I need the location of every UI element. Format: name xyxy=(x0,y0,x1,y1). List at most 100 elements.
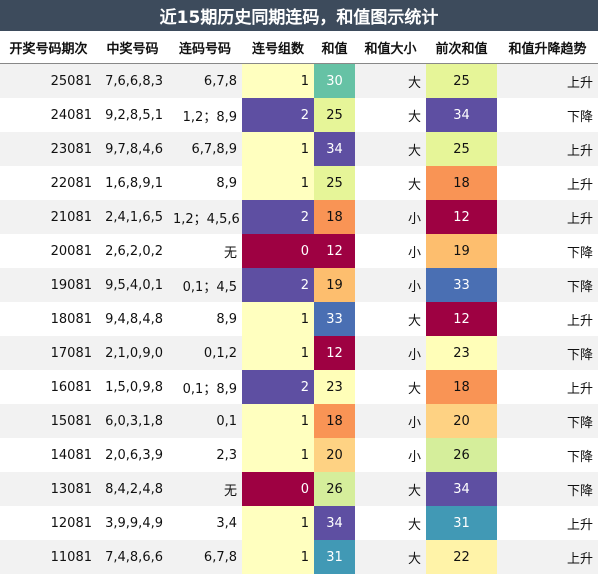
cell-sum-size: 小 xyxy=(355,404,426,438)
cell-group-count: 0 xyxy=(242,234,314,268)
cell-sum: 18 xyxy=(314,200,355,234)
cell-prev-sum: 12 xyxy=(426,302,497,336)
cell-prev-sum: 22 xyxy=(426,540,497,574)
cell-trend: 上升 xyxy=(497,63,598,98)
cell-prev-sum: 20 xyxy=(426,404,497,438)
cell-period: 12081 xyxy=(0,506,97,540)
cell-group-count: 2 xyxy=(242,370,314,404)
cell-consecutive: 0,1；8,9 xyxy=(168,370,242,404)
table-row: 16081 1,5,0,9,8 0,1；8,9 2 23 大 18 上升 xyxy=(0,370,598,404)
cell-sum: 34 xyxy=(314,506,355,540)
cell-sum-size: 小 xyxy=(355,200,426,234)
cell-trend: 上升 xyxy=(497,302,598,336)
cell-sum: 19 xyxy=(314,268,355,302)
cell-period: 20081 xyxy=(0,234,97,268)
cell-group-count: 1 xyxy=(242,438,314,472)
cell-numbers: 3,9,9,4,9 xyxy=(97,506,168,540)
table-row: 22081 1,6,8,9,1 8,9 1 25 大 18 上升 xyxy=(0,166,598,200)
cell-sum-size: 大 xyxy=(355,506,426,540)
cell-group-count: 1 xyxy=(242,506,314,540)
cell-trend: 下降 xyxy=(497,336,598,370)
cell-prev-sum: 18 xyxy=(426,370,497,404)
header-numbers: 中奖号码 xyxy=(97,31,168,64)
cell-sum-size: 小 xyxy=(355,234,426,268)
header-trend: 和值升降趋势 xyxy=(497,31,598,64)
cell-numbers: 2,1,0,9,0 xyxy=(97,336,168,370)
cell-numbers: 7,4,8,6,6 xyxy=(97,540,168,574)
cell-period: 19081 xyxy=(0,268,97,302)
cell-sum: 25 xyxy=(314,166,355,200)
cell-sum-size: 大 xyxy=(355,98,426,132)
table-row: 17081 2,1,0,9,0 0,1,2 1 12 小 23 下降 xyxy=(0,336,598,370)
cell-trend: 下降 xyxy=(497,404,598,438)
cell-prev-sum: 12 xyxy=(426,200,497,234)
cell-group-count: 1 xyxy=(242,336,314,370)
table-row: 24081 9,2,8,5,1 1,2；8,9 2 25 大 34 下降 xyxy=(0,98,598,132)
cell-prev-sum: 19 xyxy=(426,234,497,268)
cell-consecutive: 6,7,8 xyxy=(168,540,242,574)
cell-numbers: 9,4,8,4,8 xyxy=(97,302,168,336)
cell-sum-size: 大 xyxy=(355,132,426,166)
cell-trend: 上升 xyxy=(497,132,598,166)
cell-sum: 33 xyxy=(314,302,355,336)
cell-trend: 上升 xyxy=(497,200,598,234)
table-row: 12081 3,9,9,4,9 3,4 1 34 大 31 上升 xyxy=(0,506,598,540)
cell-group-count: 1 xyxy=(242,404,314,438)
cell-period: 25081 xyxy=(0,63,97,98)
cell-sum: 34 xyxy=(314,132,355,166)
table-row: 18081 9,4,8,4,8 8,9 1 33 大 12 上升 xyxy=(0,302,598,336)
cell-period: 24081 xyxy=(0,98,97,132)
cell-sum: 26 xyxy=(314,472,355,506)
cell-trend: 下降 xyxy=(497,268,598,302)
table-title: 近15期历史同期连码，和值图示统计 xyxy=(0,0,598,31)
cell-prev-sum: 23 xyxy=(426,336,497,370)
cell-numbers: 1,6,8,9,1 xyxy=(97,166,168,200)
table-row: 19081 9,5,4,0,1 0,1；4,5 2 19 小 33 下降 xyxy=(0,268,598,302)
cell-group-count: 1 xyxy=(242,63,314,98)
cell-prev-sum: 25 xyxy=(426,132,497,166)
cell-sum: 18 xyxy=(314,404,355,438)
cell-period: 13081 xyxy=(0,472,97,506)
cell-consecutive: 无 xyxy=(168,472,242,506)
cell-period: 18081 xyxy=(0,302,97,336)
cell-consecutive: 2,3 xyxy=(168,438,242,472)
table-row: 14081 2,0,6,3,9 2,3 1 20 小 26 下降 xyxy=(0,438,598,472)
cell-consecutive: 0,1 xyxy=(168,404,242,438)
cell-consecutive: 0,1；4,5 xyxy=(168,268,242,302)
cell-numbers: 2,4,1,6,5 xyxy=(97,200,168,234)
cell-numbers: 9,5,4,0,1 xyxy=(97,268,168,302)
cell-numbers: 6,0,3,1,8 xyxy=(97,404,168,438)
cell-sum-size: 小 xyxy=(355,336,426,370)
header-row: 开奖号码期次 中奖号码 连码号码 连号组数 和值 和值大小 前次和值 和值升降趋… xyxy=(0,31,598,64)
header-period: 开奖号码期次 xyxy=(0,31,97,64)
cell-consecutive: 8,9 xyxy=(168,302,242,336)
cell-sum-size: 大 xyxy=(355,370,426,404)
cell-consecutive: 6,7,8 xyxy=(168,63,242,98)
cell-numbers: 1,5,0,9,8 xyxy=(97,370,168,404)
cell-consecutive: 0,1,2 xyxy=(168,336,242,370)
table-row: 11081 7,4,8,6,6 6,7,8 1 31 大 22 上升 xyxy=(0,540,598,574)
cell-trend: 下降 xyxy=(497,234,598,268)
cell-sum: 25 xyxy=(314,98,355,132)
cell-numbers: 2,6,2,0,2 xyxy=(97,234,168,268)
cell-period: 22081 xyxy=(0,166,97,200)
cell-trend: 上升 xyxy=(497,370,598,404)
cell-group-count: 1 xyxy=(242,302,314,336)
cell-sum-size: 大 xyxy=(355,302,426,336)
cell-prev-sum: 31 xyxy=(426,506,497,540)
header-sum-size: 和值大小 xyxy=(355,31,426,64)
cell-numbers: 8,4,2,4,8 xyxy=(97,472,168,506)
cell-group-count: 2 xyxy=(242,268,314,302)
cell-group-count: 1 xyxy=(242,540,314,574)
cell-sum: 23 xyxy=(314,370,355,404)
cell-consecutive: 1,2；8,9 xyxy=(168,98,242,132)
cell-trend: 上升 xyxy=(497,166,598,200)
cell-group-count: 2 xyxy=(242,98,314,132)
table-row: 23081 9,7,8,4,6 6,7,8,9 1 34 大 25 上升 xyxy=(0,132,598,166)
cell-sum: 30 xyxy=(314,63,355,98)
cell-prev-sum: 25 xyxy=(426,63,497,98)
cell-prev-sum: 34 xyxy=(426,472,497,506)
cell-prev-sum: 26 xyxy=(426,438,497,472)
stats-table: 开奖号码期次 中奖号码 连码号码 连号组数 和值 和值大小 前次和值 和值升降趋… xyxy=(0,31,598,574)
cell-group-count: 0 xyxy=(242,472,314,506)
